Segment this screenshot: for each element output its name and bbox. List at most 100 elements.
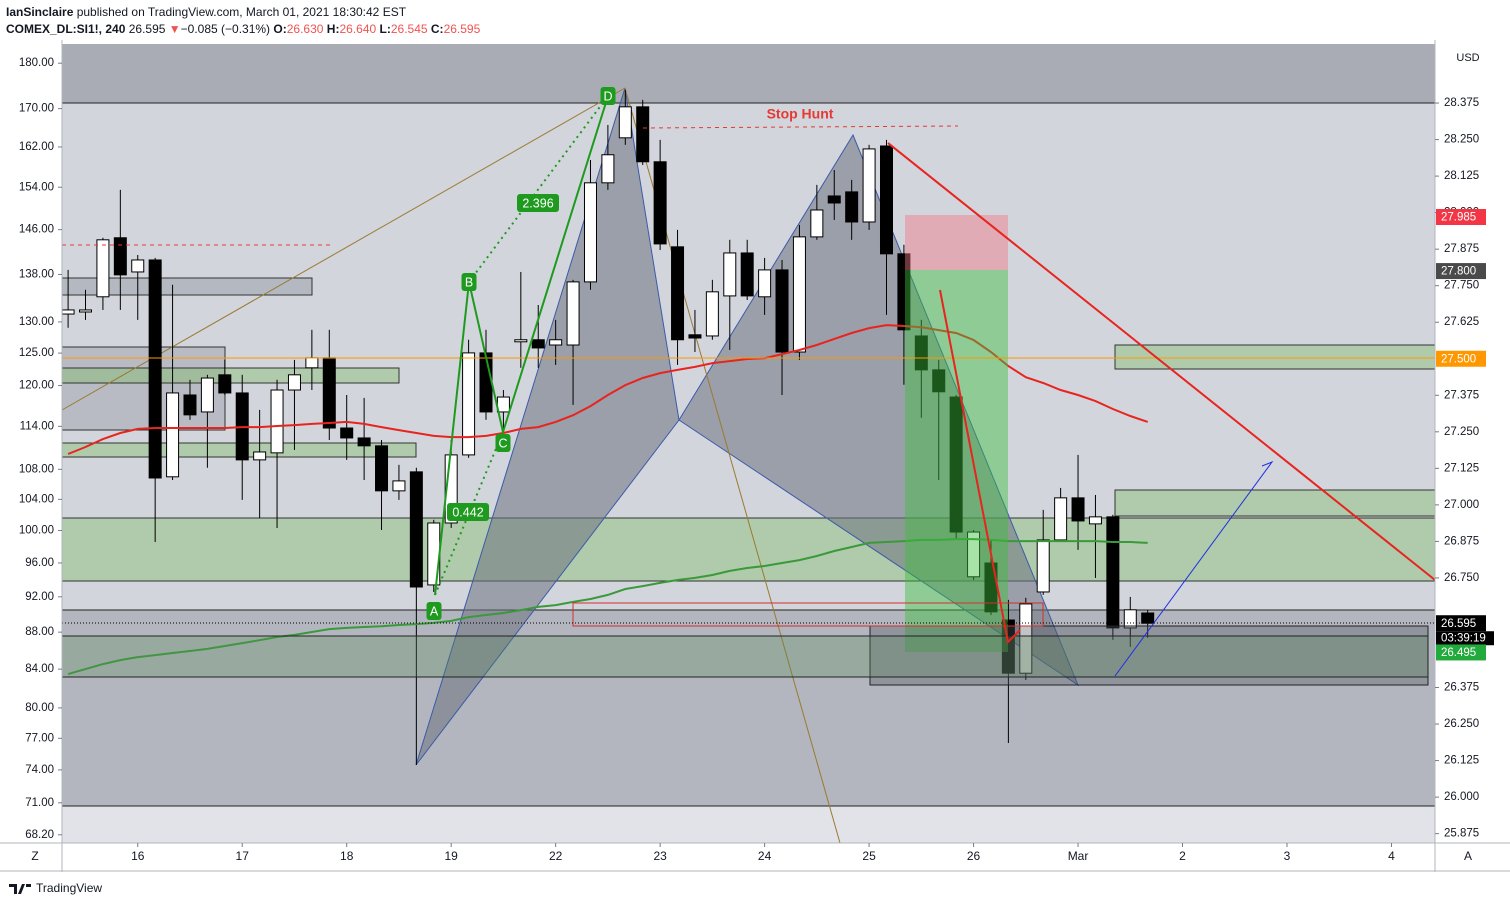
publisher[interactable]: IanSinclaire — [6, 5, 74, 19]
x-tick-label: 22 — [549, 849, 563, 863]
candle-body — [775, 269, 789, 353]
candle-body — [496, 396, 510, 413]
candle-body — [1141, 612, 1155, 624]
currency: USD — [1456, 52, 1479, 64]
price-label: 26.495 — [1441, 647, 1476, 659]
footer: TradingView — [8, 881, 102, 895]
candle-body — [287, 374, 301, 391]
ohlc-value: 26.640 — [339, 22, 377, 36]
y-tick-label: 25.875 — [1444, 828, 1479, 840]
countdown: 03:39:19 — [1441, 632, 1486, 644]
annotation: 0.442 — [452, 505, 483, 519]
candle-body — [270, 389, 284, 454]
y2-tick-label: 77.00 — [25, 732, 54, 744]
x-tick-label: 2 — [1179, 849, 1186, 863]
y2-tick-label: 68.20 — [25, 829, 54, 841]
y2-tick-label: 88.00 — [25, 626, 54, 638]
y-tick-label: 27.375 — [1444, 389, 1479, 401]
candle-body — [967, 531, 981, 578]
scale-button[interactable]: Z — [31, 849, 38, 863]
y2-tick-label: 170.00 — [19, 103, 54, 115]
candle-body — [61, 309, 75, 315]
annotation: A — [430, 604, 439, 618]
ohlc-key: C: — [430, 22, 444, 36]
price-label-bg — [1436, 644, 1486, 661]
annotation-bg — [461, 273, 477, 291]
y-tick-label: 28.125 — [1444, 170, 1479, 182]
y2-tick-label: 138.00 — [19, 268, 54, 280]
candle-body — [1088, 516, 1102, 525]
y-tick-label: 26.250 — [1444, 718, 1479, 730]
annotation-bg — [426, 602, 442, 620]
candle-body — [305, 357, 319, 369]
candle-body — [392, 480, 406, 492]
moving-average — [67, 538, 1148, 676]
x-tick-label: 25 — [862, 849, 876, 863]
candle-body — [375, 445, 389, 492]
candle-body — [583, 182, 597, 283]
annotations: A B C D 2.396 0.442 Stop Hunt — [426, 87, 834, 620]
zone — [1114, 489, 1436, 517]
ohlc-value: 26.595 — [443, 22, 481, 36]
ratio-line — [468, 95, 609, 283]
candle-body — [409, 471, 423, 588]
y2-tick-label: 92.00 — [25, 591, 54, 603]
y-tick-label: 26.125 — [1444, 755, 1479, 767]
candle-body — [636, 106, 650, 163]
annotation: D — [603, 89, 612, 103]
left-axis-bg — [0, 40, 62, 872]
auto-button[interactable]: A — [1464, 849, 1472, 863]
x-tick-label: 19 — [444, 849, 458, 863]
brand[interactable]: TradingView — [36, 881, 103, 895]
y2-tick-label: 71.00 — [25, 797, 54, 809]
y-tick-label: 26.375 — [1444, 682, 1479, 694]
price-label: 27.500 — [1441, 353, 1476, 365]
annotation-bg — [600, 87, 616, 105]
y-tick-label: 28.375 — [1444, 97, 1479, 109]
x-tick-label: 16 — [131, 849, 145, 863]
candle-body — [914, 335, 928, 371]
y2-tick-label: 125.00 — [19, 347, 54, 359]
y-tick-label: 27.750 — [1444, 280, 1479, 292]
candle-body — [113, 237, 127, 276]
candle-body — [601, 154, 615, 184]
candle-body — [810, 209, 824, 238]
candle-body — [96, 239, 110, 298]
candle-body — [932, 369, 946, 393]
y-tick-label: 28.250 — [1444, 134, 1479, 146]
published-text: published on TradingView.com, March 01, … — [73, 5, 407, 19]
y2-tick-label: 154.00 — [19, 181, 54, 193]
annotation: 2.396 — [522, 196, 553, 210]
candle-body — [1036, 539, 1050, 593]
annotation-bg — [447, 503, 489, 521]
zone — [61, 346, 226, 431]
ohlc-value: 26.545 — [390, 22, 428, 36]
candle-body — [705, 291, 719, 337]
candle-body — [740, 252, 754, 297]
zone — [572, 602, 1044, 627]
candle-body — [653, 161, 667, 245]
candle-body — [357, 437, 371, 447]
ohlc-key: L: — [379, 22, 391, 36]
candle-body — [618, 106, 632, 139]
y2-tick-label: 120.00 — [19, 380, 54, 392]
annotation: Stop Hunt — [767, 106, 834, 122]
risk-box — [905, 215, 1008, 270]
y2-tick-label: 96.00 — [25, 557, 54, 569]
candle-body — [688, 334, 702, 339]
y2-tick-label: 180.00 — [19, 57, 54, 69]
candle-body — [253, 451, 267, 461]
price-label-bg — [1436, 263, 1486, 280]
candle-body — [531, 339, 545, 349]
countdown-bg — [1436, 631, 1494, 646]
price-label: 26.595 — [1441, 618, 1476, 630]
annotation-bg — [517, 194, 559, 212]
candle-body — [671, 246, 685, 341]
y2-tick-label: 108.00 — [19, 463, 54, 475]
price-label: 27.800 — [1441, 266, 1476, 278]
y-tick-label: 26.875 — [1444, 535, 1479, 547]
y-tick-label: 27.875 — [1444, 243, 1479, 255]
x-tick-label: 23 — [653, 849, 667, 863]
y2-tick-label: 114.00 — [20, 420, 54, 432]
